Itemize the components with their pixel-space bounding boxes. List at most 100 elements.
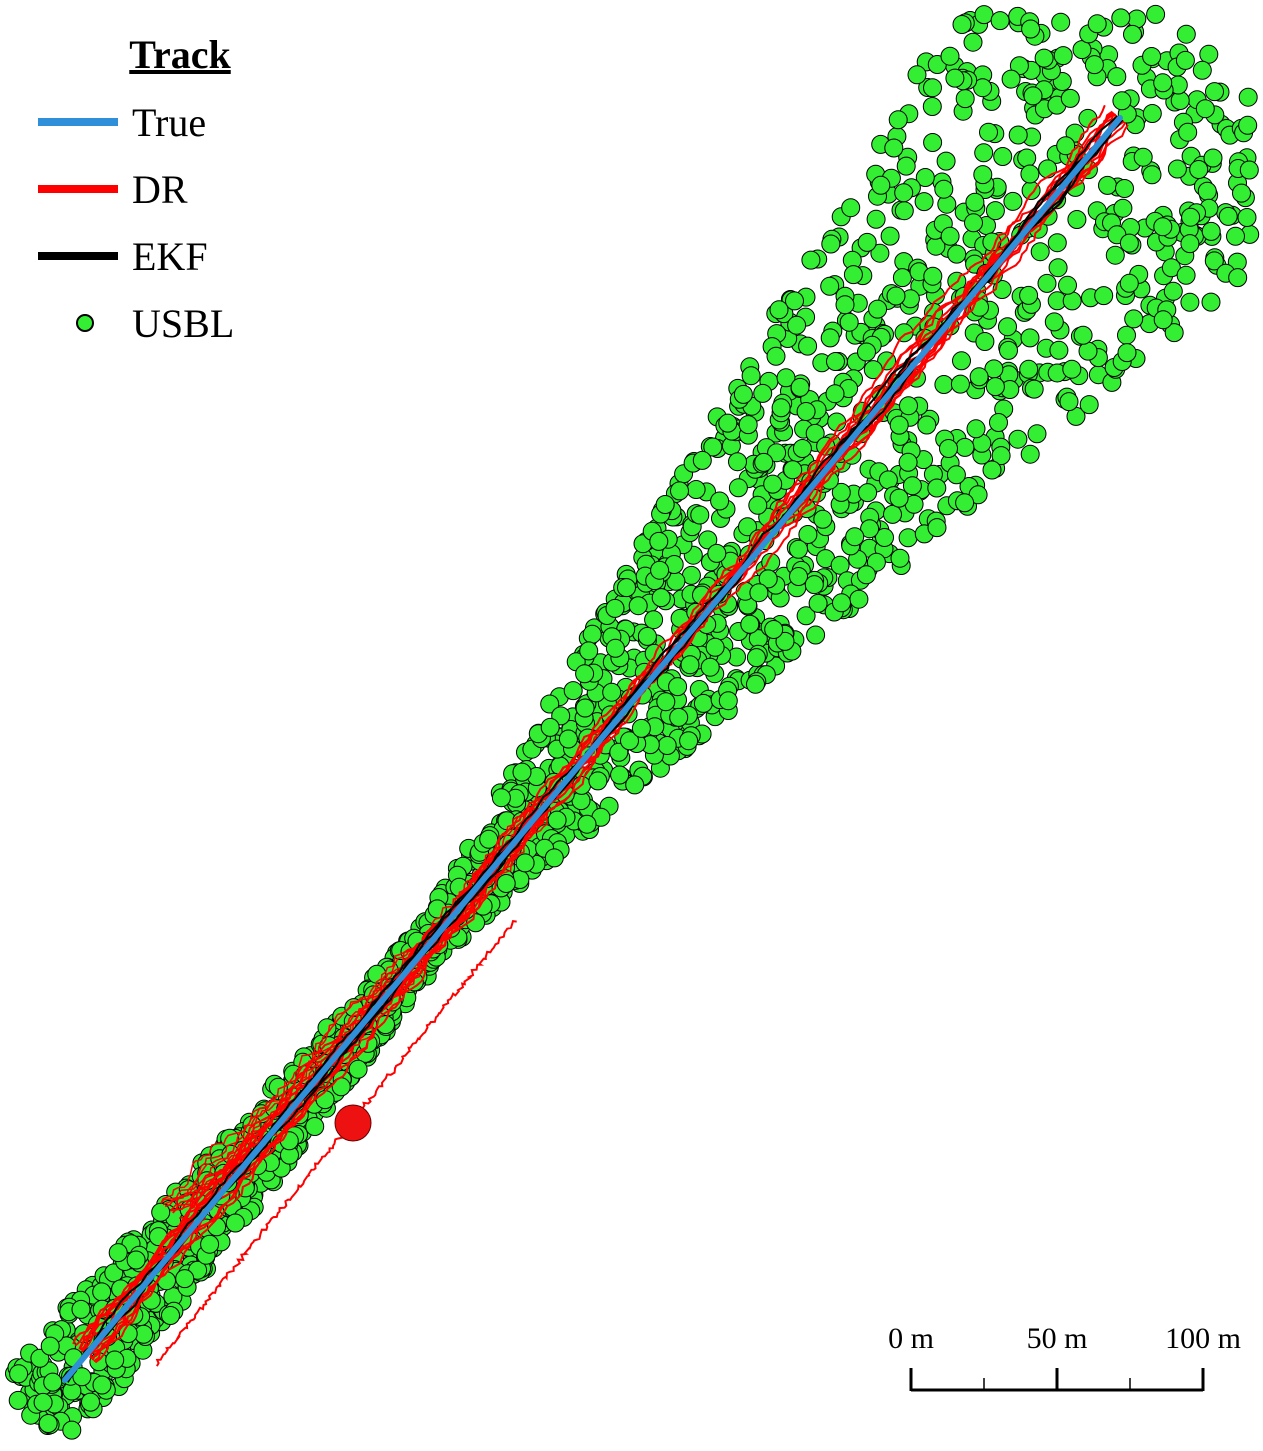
usbl-fix (1175, 50, 1195, 70)
usbl-fix (748, 495, 768, 515)
usbl-fix (605, 598, 625, 618)
legend-label: USBL (132, 301, 234, 346)
usbl-fix (1049, 340, 1069, 360)
usbl-fix (889, 488, 909, 508)
usbl-fix (787, 315, 807, 335)
usbl-fix (657, 736, 677, 755)
usbl-fix (845, 527, 865, 547)
usbl-fix (1124, 309, 1144, 329)
usbl-fix (922, 97, 942, 116)
usbl-fix (831, 482, 851, 502)
usbl-fix (969, 367, 989, 387)
usbl-fix (875, 528, 894, 547)
usbl-fix (43, 1372, 63, 1392)
usbl-fix (927, 518, 947, 538)
usbl-fix (617, 578, 636, 598)
usbl-fix (1119, 233, 1139, 253)
usbl-fix (1020, 164, 1040, 184)
usbl-fix (1180, 292, 1200, 312)
usbl-fix (789, 567, 808, 586)
usbl-fix (698, 530, 718, 550)
usbl-fix (738, 517, 757, 537)
usbl-fix (1105, 245, 1125, 265)
usbl-fix (974, 5, 994, 25)
usbl-fix (1146, 4, 1166, 24)
usbl-fix (849, 589, 869, 609)
usbl-fix (767, 443, 787, 463)
usbl-fix (923, 266, 943, 286)
usbl-fix (8, 1390, 28, 1410)
usbl-fix (934, 179, 954, 199)
usbl-fix (923, 78, 942, 98)
usbl-fix (679, 731, 699, 751)
usbl-fix (813, 509, 833, 529)
usbl-fix (700, 657, 720, 677)
usbl-fix (1119, 273, 1139, 293)
usbl-fix (728, 452, 747, 472)
usbl-fix (991, 446, 1011, 466)
usbl-fix (758, 569, 778, 589)
usbl-fix (92, 1375, 112, 1395)
usbl-fix (945, 68, 965, 88)
usbl-fix (985, 201, 1005, 221)
usbl-fix (1027, 424, 1047, 444)
usbl-fix (1232, 183, 1251, 203)
usbl-fix (62, 1420, 82, 1440)
usbl-fix (857, 342, 876, 362)
usbl-fix (975, 332, 995, 351)
usbl-fix (655, 495, 675, 514)
usbl-fix (631, 718, 651, 738)
usbl-fix (656, 692, 676, 712)
usbl-fix (1203, 148, 1223, 168)
usbl-fix (884, 138, 904, 158)
usbl-fix (1053, 46, 1073, 66)
usbl-fix (857, 232, 877, 252)
usbl-fix (707, 543, 727, 563)
usbl-fix (1084, 55, 1104, 75)
usbl-fix (579, 641, 599, 661)
usbl-fix (841, 198, 861, 218)
usbl-fix (30, 1348, 50, 1368)
usbl-fix (821, 234, 841, 254)
usbl-fix (151, 1202, 171, 1222)
scale-label: 100 m (1165, 1322, 1241, 1355)
usbl-fix (1237, 208, 1257, 227)
usbl-fix (718, 413, 738, 433)
usbl-fix (1023, 86, 1043, 106)
usbl-fix (856, 565, 876, 585)
usbl-fix (1008, 429, 1028, 449)
usbl-fix (1111, 8, 1131, 28)
usbl-fix (1189, 160, 1209, 179)
usbl-fix (650, 560, 670, 580)
usbl-fix (792, 439, 812, 458)
usbl-fix (610, 765, 630, 785)
usbl-fix (955, 437, 975, 457)
usbl-fix (92, 1282, 112, 1302)
usbl-fix (693, 693, 713, 713)
usbl-fix (161, 1306, 180, 1325)
usbl-fix (575, 698, 595, 718)
usbl-fix (649, 531, 669, 551)
usbl-fix (866, 209, 886, 229)
usbl-fix (72, 1367, 92, 1387)
usbl-fix (883, 504, 902, 524)
usbl-fix (1181, 207, 1201, 227)
usbl-fix (790, 377, 810, 397)
legend: Track True DR EKF USBL (38, 32, 234, 346)
usbl-fix (1197, 181, 1217, 201)
usbl-fix (1180, 234, 1200, 254)
usbl-fix (692, 450, 712, 470)
usbl-fix (804, 575, 824, 595)
usbl-fix (950, 374, 970, 394)
usbl-fix (540, 717, 560, 737)
usbl-fix (305, 1117, 325, 1136)
usbl-fix (769, 300, 789, 320)
usbl-fix (1153, 217, 1173, 237)
usbl-fix (1115, 179, 1134, 198)
usbl-fix (825, 384, 845, 404)
usbl-fix (939, 439, 958, 458)
usbl-fix (820, 328, 840, 348)
dr-track (155, 919, 517, 1367)
